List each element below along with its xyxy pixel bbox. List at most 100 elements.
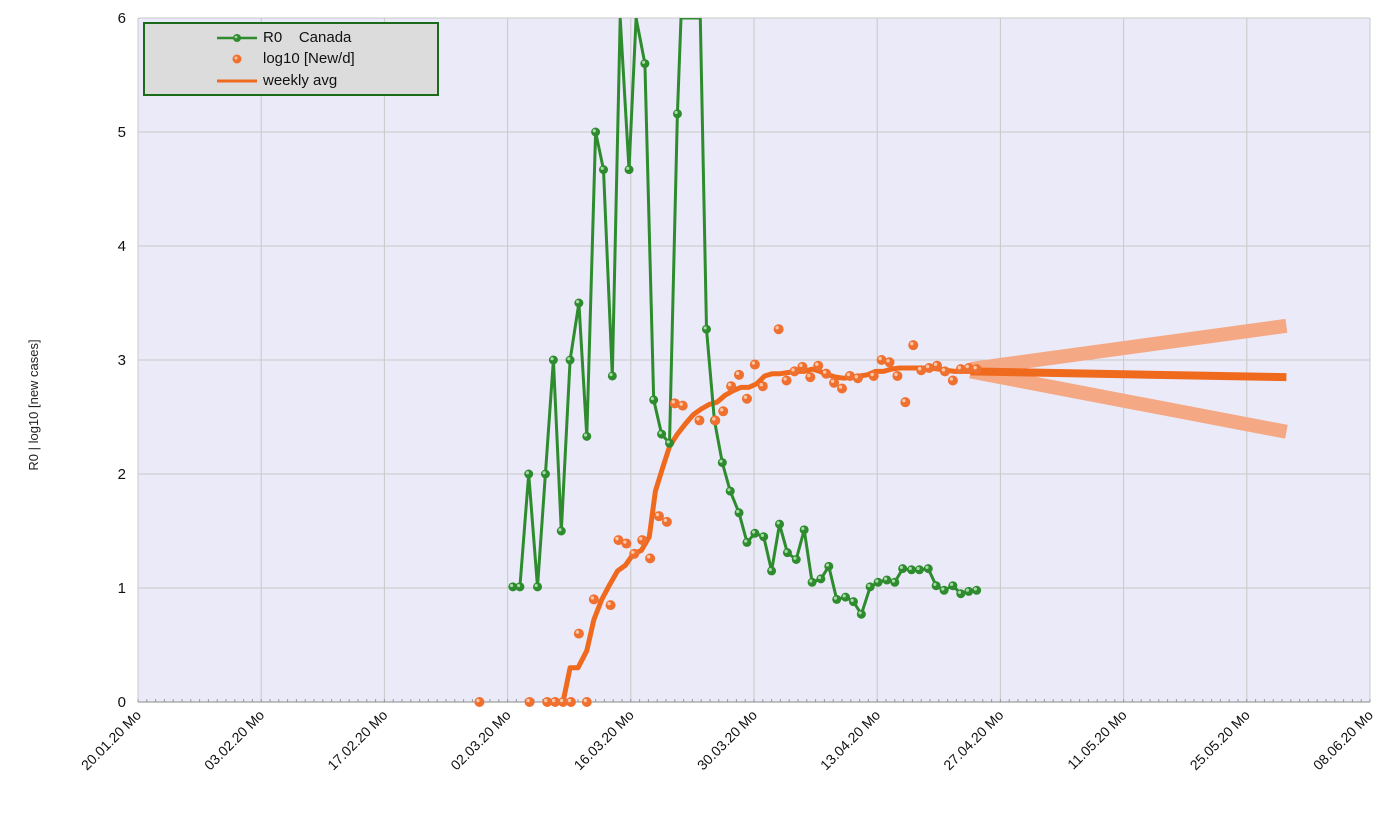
legend: R0 Canada log10 [New/d] weekly avg	[143, 22, 439, 96]
y-tick-label: 2	[118, 466, 126, 483]
cases-point	[939, 366, 950, 377]
r0-point-highlight	[908, 566, 912, 571]
r0-point	[807, 577, 817, 587]
cases-point-highlight	[815, 362, 819, 366]
r0-point	[898, 564, 908, 574]
r0-point	[972, 585, 982, 595]
r0-point	[515, 582, 525, 592]
legend-cases-symbol	[232, 54, 242, 64]
cases-point	[524, 697, 535, 707]
r0-point-highlight	[899, 565, 904, 569]
r0-point-highlight	[842, 594, 846, 598]
r0-point-highlight	[850, 598, 854, 602]
r0-point	[582, 431, 592, 441]
r0-point	[964, 586, 974, 596]
cases-point-highlight	[799, 363, 803, 368]
r0-point-highlight	[575, 300, 580, 304]
r0-point-highlight	[891, 579, 896, 583]
r0-point-highlight	[965, 588, 970, 592]
r0-point-highlight	[658, 431, 662, 435]
r0-point-highlight	[933, 582, 937, 587]
cases-point-highlight	[590, 596, 595, 600]
cases-point	[581, 697, 592, 707]
cases-point-highlight	[607, 601, 611, 606]
r0-point	[548, 355, 558, 365]
x-tick-label: 11.05.20 Mo	[1064, 707, 1130, 773]
cases-point-highlight	[902, 398, 906, 403]
r0-point-highlight	[558, 528, 562, 532]
cases-point-highlight	[583, 698, 587, 703]
cases-point-highlight	[544, 698, 548, 703]
cases-point	[908, 340, 919, 351]
r0-point-highlight	[776, 521, 780, 525]
cases-point-highlight	[838, 385, 843, 389]
cases-point-highlight	[846, 372, 851, 377]
r0-point-highlight	[583, 433, 588, 437]
cases-point	[805, 372, 816, 383]
cases-point	[621, 538, 632, 549]
cases-point	[971, 364, 982, 375]
cases-point-highlight	[878, 356, 882, 361]
cases-point	[749, 359, 760, 370]
r0-point-highlight	[703, 326, 707, 330]
r0-point-highlight	[973, 587, 977, 591]
r0-point-highlight	[600, 166, 604, 170]
cases-point-highlight	[910, 341, 914, 346]
r0-point	[775, 519, 785, 529]
r0-point-highlight	[760, 533, 764, 538]
r0-point	[890, 577, 900, 587]
cases-point-highlight	[854, 375, 859, 379]
r0-point	[717, 458, 727, 468]
r0-point	[948, 581, 958, 591]
cases-point-highlight	[623, 540, 627, 544]
cases-point	[694, 415, 705, 426]
cases-point-highlight	[759, 383, 763, 387]
r0-point	[856, 609, 866, 619]
cases-point-highlight	[671, 400, 675, 404]
cases-point	[474, 697, 485, 707]
weekly-avg-line	[549, 365, 973, 705]
r0-point	[524, 469, 534, 479]
r0-point	[725, 486, 735, 496]
cases-point	[773, 324, 784, 335]
cases-point	[947, 375, 958, 386]
cases-point-highlight	[615, 536, 619, 541]
r0-point-highlight	[833, 596, 838, 600]
cases-point-highlight	[783, 377, 787, 381]
r0-point-highlight	[809, 579, 813, 583]
cases-point	[781, 375, 792, 386]
r0-point-highlight	[719, 459, 723, 463]
forecast-lower-band	[969, 364, 1288, 439]
cases-point-highlight	[575, 630, 580, 634]
cases-point	[734, 369, 745, 380]
cases-point	[726, 381, 737, 392]
r0-point	[873, 577, 883, 587]
y-tick-label: 6	[118, 10, 126, 27]
cases-point-highlight	[567, 698, 572, 703]
cases-point	[884, 357, 895, 368]
r0-point-highlight	[534, 583, 538, 588]
r0-point	[791, 555, 801, 564]
cases-point-highlight	[551, 698, 556, 703]
r0-point-highlight	[517, 583, 521, 588]
cases-point	[837, 383, 847, 394]
cases-point-highlight	[941, 368, 946, 372]
cases-point-highlight	[720, 408, 724, 412]
cases-point-highlight	[791, 368, 795, 372]
cases-point-highlight	[727, 383, 732, 387]
cases-point	[892, 370, 903, 381]
cases-point-highlight	[639, 536, 643, 541]
cases-point-highlight	[918, 367, 922, 371]
x-tick-label: 16.03.20 Mo	[571, 707, 638, 774]
r0-point	[533, 582, 543, 592]
cases-point	[821, 368, 832, 379]
series-layer	[474, 18, 1288, 707]
cases-point	[637, 535, 648, 546]
r0-point	[556, 526, 566, 536]
r0-point	[956, 589, 966, 599]
cases-point	[718, 406, 729, 417]
cases-point	[757, 381, 768, 392]
r0-point	[907, 565, 917, 575]
r0-point-highlight	[592, 129, 596, 133]
